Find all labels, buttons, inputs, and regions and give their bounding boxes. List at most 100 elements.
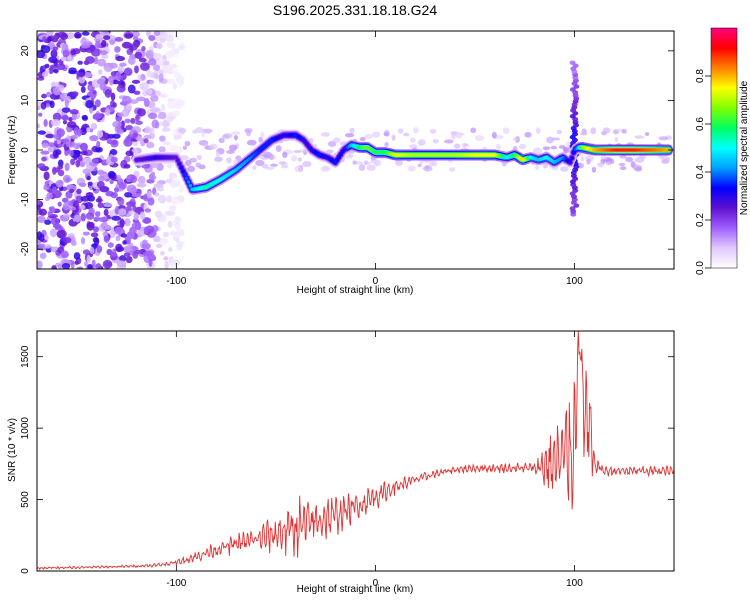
spectrogram-cell	[297, 157, 302, 162]
spectrogram-cell	[37, 260, 43, 269]
spectrogram-cell	[126, 231, 134, 239]
spectrogram-cell	[150, 107, 160, 113]
spectrogram-cell	[600, 155, 607, 160]
spectrogram-cell	[542, 162, 549, 169]
spectrogram-cell	[79, 142, 88, 152]
spectrogram-cell	[98, 217, 109, 223]
spectrogram-cell	[130, 186, 137, 195]
spectrogram-cell	[86, 221, 95, 231]
spectrogram-cell	[68, 149, 74, 156]
spectrogram-cell	[62, 119, 68, 125]
spectrogram-cell	[228, 144, 238, 152]
spectrogram-cell	[163, 256, 169, 261]
x-tick-label: -100	[166, 276, 186, 287]
spectrogram-heatmap	[37, 31, 674, 269]
spectrogram-cell	[97, 202, 104, 209]
spectrogram-cell	[104, 88, 112, 98]
spectrogram-ridge-cell	[571, 150, 576, 155]
spectrogram-cell	[151, 162, 159, 168]
spectrogram-cell	[87, 263, 93, 269]
spectrogram-cell	[46, 192, 53, 200]
spectrogram-ridge-cell	[568, 160, 572, 164]
spectrogram-cell	[168, 247, 173, 253]
spectrogram-cell	[57, 164, 64, 170]
spectrogram-cell	[57, 229, 67, 239]
spectrogram-x-label: Height of straight line (km)	[297, 285, 414, 296]
spectrogram-cell	[95, 263, 102, 269]
spectrogram-cell	[394, 159, 403, 166]
spectrogram-cell	[133, 90, 141, 95]
spectrogram-cell	[177, 242, 183, 250]
spectrogram-cell	[37, 112, 43, 117]
spectrogram-cell	[226, 157, 232, 164]
spectrogram-cell	[140, 73, 146, 81]
spectrogram-cell	[50, 119, 61, 127]
spectrogram-cell	[158, 194, 167, 204]
spectrogram-cell	[168, 78, 176, 85]
spectrogram-cell	[321, 132, 330, 137]
spectrogram-cell	[134, 65, 139, 74]
spectrogram-cell	[64, 162, 70, 172]
spectrogram-cell	[61, 107, 71, 113]
spectrogram-cell	[291, 154, 297, 162]
snr-series	[37, 331, 674, 571]
spectrogram-cell	[144, 127, 152, 134]
spectrogram-cell	[569, 87, 576, 92]
spectrogram-cell	[597, 162, 604, 168]
snr-y-axis: 0 500 1000 1500	[20, 345, 674, 574]
spectrogram-cell	[76, 72, 86, 77]
spectrogram-cell	[158, 121, 164, 126]
spectrogram-cell	[146, 190, 152, 199]
spectrogram-cell	[214, 156, 223, 162]
spectrogram-cell	[320, 166, 330, 172]
spectrogram-cell	[160, 103, 166, 112]
spectrogram-cell	[152, 64, 161, 71]
spectrogram-cell	[109, 77, 114, 86]
spectrogram-ridge-cell	[188, 183, 193, 188]
spectrogram-cell	[275, 145, 282, 152]
spectrogram-ridge-cell	[177, 162, 182, 166]
spectrogram-cell	[96, 130, 104, 138]
spectrogram-cell	[658, 136, 669, 141]
spectrogram-cell	[192, 129, 198, 134]
spectrogram-cell	[432, 138, 439, 144]
spectrogram-cell	[144, 251, 155, 258]
spectrogram-cell	[148, 112, 158, 120]
spectrogram-cell	[57, 31, 67, 38]
spectrogram-cell	[91, 259, 96, 268]
spectrogram-cell	[38, 208, 48, 216]
spectrogram-cell	[143, 138, 149, 144]
spectrogram-ridge-cell	[174, 155, 178, 160]
spectrogram-cell	[51, 265, 57, 269]
spectrogram-cell	[65, 190, 73, 199]
spectrogram-cell	[453, 143, 461, 149]
spectrogram-cell	[124, 33, 134, 39]
y-tick-label: 0	[20, 568, 31, 574]
spectrogram-cell	[417, 163, 422, 168]
spectrogram-cell	[130, 117, 136, 124]
spectrogram-cell	[618, 162, 626, 167]
spectrogram-cell	[37, 199, 41, 206]
spectrogram-cell	[153, 31, 161, 37]
spectrogram-cell	[102, 259, 113, 269]
spectrogram-cell	[110, 192, 118, 199]
spectrogram-cell	[41, 142, 49, 149]
spectrogram-cell	[114, 37, 124, 42]
spectrogram-cell	[97, 175, 105, 182]
spectrogram-cell	[170, 180, 178, 189]
colorbar-gradient	[710, 27, 738, 269]
spectrogram-cell	[176, 99, 186, 108]
spectrogram-cell	[108, 62, 118, 69]
spectrogram-cell	[125, 150, 134, 157]
spectrogram-cell	[80, 212, 86, 222]
spectrogram-cell	[373, 159, 381, 167]
snr-x-axis: -100 0 100	[166, 331, 583, 589]
spectrogram-cell	[129, 175, 138, 183]
spectrogram-cell	[152, 93, 158, 103]
spectrogram-cell	[42, 36, 47, 42]
spectrogram-cell	[171, 110, 181, 117]
spectrogram-cell	[52, 166, 57, 175]
spectrogram-cell	[143, 134, 152, 139]
spectrogram-cell	[110, 100, 115, 108]
